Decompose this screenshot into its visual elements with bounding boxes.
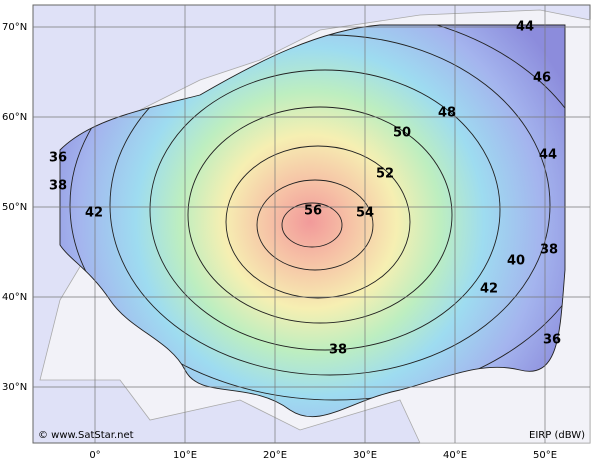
longitude-label: 40°E <box>443 450 467 461</box>
contour-label: 44 <box>539 148 557 163</box>
contour-label: 36 <box>543 333 561 348</box>
contour-label: 56 <box>304 204 322 219</box>
contour-label: 38 <box>540 243 558 258</box>
longitude-label: 30°E <box>353 450 377 461</box>
latitude-label: 40°N <box>2 292 27 303</box>
contour-label: 42 <box>85 206 103 221</box>
contour-label: 48 <box>438 106 456 121</box>
contour-label: 50 <box>393 126 411 141</box>
credit: © www.SatStar.net <box>38 430 134 441</box>
contour-label: 36 <box>49 151 67 166</box>
contour-label: 38 <box>329 343 347 358</box>
legend-unit: EIRP (dBW) <box>529 430 585 441</box>
contour-label: 40 <box>507 254 525 269</box>
contour-label: 38 <box>49 179 67 194</box>
contour-label: 46 <box>533 71 551 86</box>
longitude-label: 50°E <box>533 450 557 461</box>
latitude-label: 70°N <box>2 22 27 33</box>
contour-label: 42 <box>480 282 498 297</box>
contour-label: 54 <box>356 206 374 221</box>
latitude-label: 30°N <box>2 382 27 393</box>
longitude-label: 20°E <box>263 450 287 461</box>
latitude-label: 60°N <box>2 112 27 123</box>
longitude-label: 10°E <box>173 450 197 461</box>
contour-label: 44 <box>516 20 534 35</box>
latitude-label: 50°N <box>2 202 27 213</box>
longitude-label: 0° <box>89 450 100 461</box>
graticule <box>33 5 590 443</box>
contour-label: 52 <box>376 167 394 182</box>
